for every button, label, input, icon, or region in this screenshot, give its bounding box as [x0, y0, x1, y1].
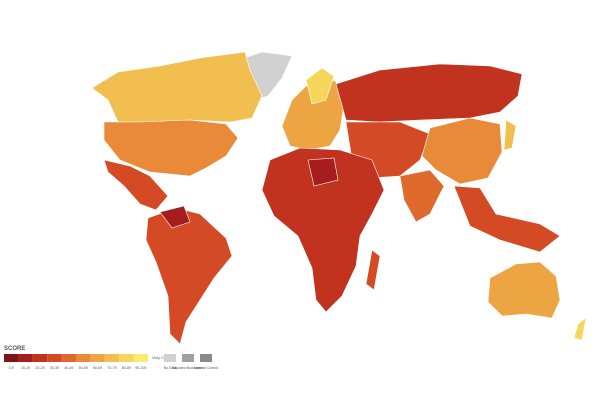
legend-title: SCORE [4, 346, 25, 352]
legend-swatch [32, 354, 48, 362]
legend-swatch [104, 354, 120, 362]
mexico-central-america [103, 159, 169, 211]
legend-swatch [164, 354, 176, 362]
legend-swatch [200, 354, 212, 362]
legend-label: 0-9 [9, 366, 14, 370]
legend-swatch [18, 354, 33, 362]
legend-label: 10-19 [21, 366, 30, 370]
venezuela [159, 205, 191, 229]
legend-swatch [76, 354, 91, 362]
legend-label: 40-49 [64, 366, 73, 370]
legend-label: Disputed Boundaries [172, 366, 204, 370]
legend-label: 80-89 [122, 366, 131, 370]
india [399, 169, 445, 223]
nordics [305, 67, 335, 105]
russia [335, 63, 523, 123]
legend-label: 70-79 [107, 366, 116, 370]
madagascar [365, 249, 381, 291]
new-zealand [573, 317, 587, 341]
legend-label: 20-29 [35, 366, 44, 370]
legend-label: 60-69 [93, 366, 102, 370]
legend-swatch [47, 354, 62, 362]
legend-swatch [4, 354, 19, 362]
legend-end-label: Very Clean [152, 355, 172, 360]
south-america [145, 207, 233, 345]
africa [261, 147, 385, 313]
legend-swatch [61, 354, 76, 362]
legend-label: 50-59 [79, 366, 88, 370]
legend-swatch [133, 354, 148, 362]
legend-swatch [90, 354, 105, 362]
legend-label: 30-39 [50, 366, 59, 370]
legend-label: No Data [164, 366, 177, 370]
china [421, 117, 503, 185]
legend: SCORE 0-9 10-19 20-29 30-39 40-49 50-59 60-69 7… [4, 346, 218, 370]
japan [503, 119, 517, 151]
usa [103, 119, 239, 177]
legend-label: Lines of Control [194, 366, 218, 370]
libya [307, 157, 339, 187]
world-map [91, 51, 587, 345]
legend-swatch [119, 354, 134, 362]
legend-swatch [182, 354, 194, 362]
southeast-asia [453, 185, 561, 253]
legend-label: 90-100 [135, 366, 146, 370]
australia [487, 261, 561, 319]
